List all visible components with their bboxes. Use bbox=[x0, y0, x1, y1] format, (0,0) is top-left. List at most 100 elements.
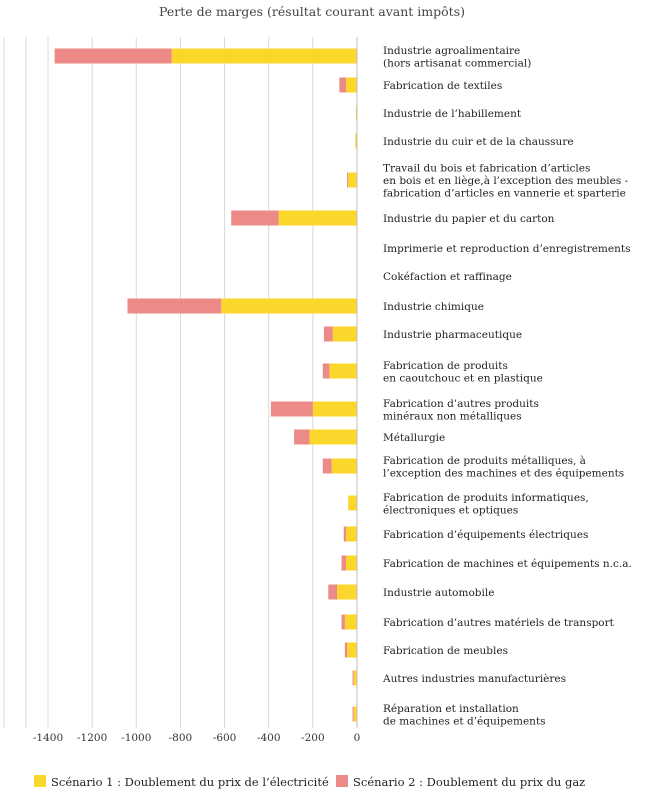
bar-segment-scenario-2 bbox=[347, 172, 349, 188]
bar-segment-scenario-1 bbox=[355, 105, 357, 121]
category-label-line: Fabrication d’autres produits bbox=[383, 398, 539, 410]
category-label: Industrie pharmaceutique bbox=[383, 329, 522, 341]
category-label-line: (hors artisanat commercial) bbox=[383, 57, 531, 69]
bars bbox=[54, 37, 358, 728]
category-label-line: Fabrication de textiles bbox=[383, 80, 502, 92]
bar-segment-scenario-1 bbox=[337, 584, 357, 600]
category-label-line: Industrie automobile bbox=[383, 587, 494, 599]
category-label-line: électroniques et optiques bbox=[383, 504, 518, 516]
category-label-line: Industrie de l’habillement bbox=[383, 108, 522, 120]
bar-segment-scenario-2 bbox=[328, 584, 338, 600]
bar-segment-scenario-1 bbox=[329, 363, 357, 379]
bar-segment-scenario-1 bbox=[348, 495, 357, 511]
bar-segment-scenario-2 bbox=[127, 298, 222, 314]
category-label-line: l’exception des machines et des équipeme… bbox=[383, 467, 624, 479]
category-label-line: Imprimerie et reproduction d’enregistrem… bbox=[383, 243, 630, 255]
category-label: Cokéfaction et raffinage bbox=[383, 271, 512, 283]
bar-segment-scenario-1 bbox=[345, 526, 357, 542]
category-label: Imprimerie et reproduction d’enregistrem… bbox=[383, 243, 630, 255]
bar-segment-scenario-2 bbox=[341, 614, 345, 630]
x-axis-tick-labels: -1400 -1200 -1000 -800 -600 -400 -200 0 bbox=[33, 732, 360, 744]
legend-label-scenario-2: Scénario 2 : Doublement du prix du gaz bbox=[353, 775, 585, 789]
category-label-line: en caoutchouc et en plastique bbox=[383, 372, 543, 384]
bar-segment-scenario-2 bbox=[343, 526, 346, 542]
category-label: Fabrication de meubles bbox=[383, 645, 508, 657]
bar-segment-scenario-2 bbox=[231, 210, 279, 226]
x-tick-label: -400 bbox=[257, 732, 281, 744]
bar-segment-scenario-2 bbox=[344, 642, 348, 658]
category-label-line: Industrie chimique bbox=[383, 301, 484, 313]
bar-segment-scenario-2 bbox=[322, 363, 330, 379]
legend-label-scenario-1: Scénario 1 : Doublement du prix de l’éle… bbox=[51, 775, 329, 789]
category-label-line: Métallurgie bbox=[383, 432, 445, 444]
bar-segment-scenario-2 bbox=[341, 555, 346, 571]
bar-segment-scenario-2 bbox=[322, 458, 332, 474]
category-label-line: Travail du bois et fabrication d’article… bbox=[383, 163, 590, 175]
category-label: Fabrication d’équipements électriques bbox=[383, 529, 588, 541]
category-label-line: Réparation et installation bbox=[383, 703, 519, 715]
category-label: Fabrication de produits métalliques, à l’… bbox=[383, 455, 624, 480]
chart-title: Perte de marges (résultat courant avant … bbox=[159, 4, 465, 19]
bar-segment-scenario-2 bbox=[352, 706, 354, 722]
category-label: Industrie du papier et du carton bbox=[383, 213, 555, 225]
category-label: Fabrication de textiles bbox=[383, 80, 502, 92]
category-label: Industrie du cuir et de la chaussure bbox=[383, 136, 574, 148]
category-label: Fabrication de produits en caoutchouc et … bbox=[383, 360, 543, 385]
bar-segment-scenario-1 bbox=[332, 326, 357, 342]
category-label: Fabrication de machines et équipements n… bbox=[383, 558, 632, 570]
bar-segment-scenario-1 bbox=[309, 429, 357, 445]
category-label: Réparation et installation de machines et… bbox=[383, 703, 546, 728]
legend-swatch-scenario-2 bbox=[336, 775, 348, 787]
legend: Scénario 1 : Doublement du prix de l’éle… bbox=[34, 775, 585, 789]
x-tick-label: -600 bbox=[213, 732, 237, 744]
bar-segment-scenario-1 bbox=[353, 670, 357, 686]
category-label-line: Industrie agroalimentaire bbox=[383, 45, 520, 57]
bar-segment-scenario-1 bbox=[345, 555, 357, 571]
bar-segment-scenario-2 bbox=[339, 77, 346, 93]
bar-segment-scenario-2 bbox=[323, 326, 333, 342]
x-tick-label: -1200 bbox=[77, 732, 107, 744]
category-label-line: Fabrication d’autres matériels de transp… bbox=[383, 617, 615, 629]
bar-segment-scenario-2 bbox=[294, 429, 310, 445]
category-label-line: en bois et en liège,à l’exception des me… bbox=[383, 175, 629, 187]
bar-segment-scenario-1 bbox=[355, 133, 357, 149]
bar-segment-scenario-2 bbox=[352, 670, 354, 686]
category-label-line: Autres industries manufacturières bbox=[382, 673, 566, 685]
category-label-line: Fabrication de meubles bbox=[383, 645, 508, 657]
category-label-line: Fabrication de produits métalliques, à bbox=[383, 455, 586, 467]
bar-segment-scenario-1 bbox=[348, 172, 357, 188]
category-label-line: Cokéfaction et raffinage bbox=[383, 271, 512, 283]
category-label-line: de machines et d’équipements bbox=[383, 715, 546, 727]
category-label: Industrie agroalimentaire (hors artisanat… bbox=[383, 45, 531, 70]
category-label-line: Fabrication d’équipements électriques bbox=[383, 529, 588, 541]
category-label: Autres industries manufacturières bbox=[382, 673, 566, 685]
x-tick-label: -200 bbox=[301, 732, 325, 744]
bar-segment-scenario-1 bbox=[312, 401, 357, 417]
category-label: Fabrication de produits informatiques, él… bbox=[383, 492, 589, 517]
x-tick-label: -1400 bbox=[33, 732, 63, 744]
x-tick-label: -1000 bbox=[121, 732, 151, 744]
category-labels: Industrie agroalimentaire (hors artisanat… bbox=[382, 45, 632, 728]
bar-segment-scenario-1 bbox=[278, 210, 357, 226]
x-tick-label: 0 bbox=[354, 732, 361, 744]
category-label: Travail du bois et fabrication d’article… bbox=[383, 163, 629, 200]
category-label-line: Fabrication de produits informatiques, bbox=[383, 492, 589, 504]
category-label: Métallurgie bbox=[383, 432, 445, 444]
category-label-line: minéraux non métalliques bbox=[383, 410, 522, 422]
bar-segment-scenario-1 bbox=[345, 77, 357, 93]
bar-segment-scenario-1 bbox=[331, 458, 357, 474]
grid-lines bbox=[3, 37, 358, 728]
bar-segment-scenario-1 bbox=[221, 298, 357, 314]
category-label-line: Fabrication de machines et équipements n… bbox=[383, 558, 632, 570]
category-label-line: Industrie pharmaceutique bbox=[383, 329, 522, 341]
bar-segment-scenario-2 bbox=[54, 48, 172, 64]
category-label-line: Fabrication de produits bbox=[383, 360, 508, 372]
category-label: Industrie de l’habillement bbox=[383, 108, 522, 120]
bar-segment-scenario-1 bbox=[171, 48, 357, 64]
category-label: Industrie chimique bbox=[383, 301, 484, 313]
category-label: Industrie automobile bbox=[383, 587, 494, 599]
category-label: Fabrication d’autres matériels de transp… bbox=[383, 617, 615, 629]
category-label-line: Industrie du papier et du carton bbox=[383, 213, 555, 225]
